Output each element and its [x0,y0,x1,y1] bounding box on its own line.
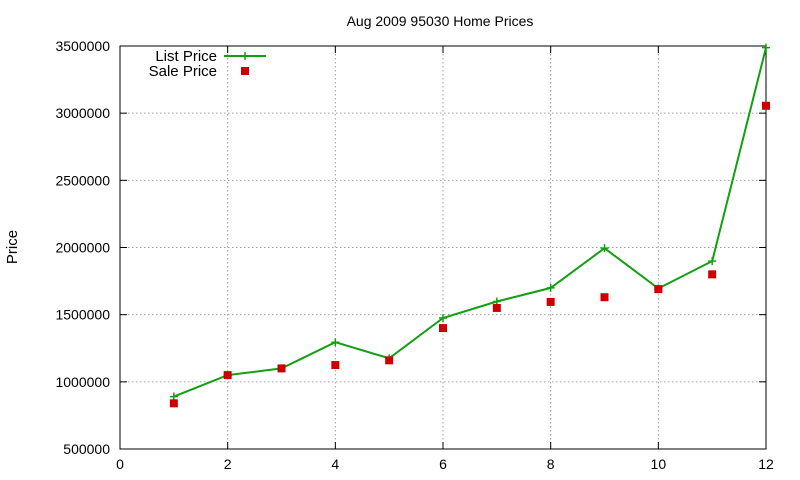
x-tick-label: 8 [547,456,555,472]
list-price-point [169,392,178,401]
list-price-point [331,338,340,347]
sale-price-point [169,399,178,408]
list-price-point [546,283,555,292]
sale-price-point [708,270,717,279]
x-tick-label: 12 [758,456,774,472]
x-tick-label: 2 [224,456,232,472]
sale-price-point [654,285,663,294]
grid [120,46,766,449]
plot-frame [119,45,767,450]
sale-price-point [439,324,447,333]
sale-price-point [223,371,232,380]
y-tick-label: 3000000 [55,105,110,121]
y-tick-label: 500000 [63,441,110,457]
legend-marker-list-price [241,52,249,60]
list-price-point [762,43,770,52]
y-tick-label: 1000000 [55,374,110,390]
sale-price-point [385,356,394,365]
legend-label-list-price: List Price [155,48,217,65]
x-tick-label: 4 [331,456,339,472]
sale-price-point [546,297,555,306]
series [169,43,770,408]
sale-price-point [277,364,286,373]
sale-price-point [762,101,770,110]
legend: List Price Sale Price [149,48,266,80]
sale-price-point [331,361,340,370]
x-tick-label: 6 [439,456,447,472]
legend-swatch-sale-price [241,67,249,75]
list-price-point [439,314,447,323]
x-tick-label: 10 [651,456,667,472]
y-tick-label: 3500000 [55,38,110,54]
list-price-point [600,244,609,253]
y-tick-label: 2000000 [55,240,110,256]
chart-title: Aug 2009 95030 Home Prices [347,13,534,29]
sale-price-point [600,293,609,302]
sale-price-point [492,303,501,312]
x-tick-label: 0 [116,456,124,472]
y-axis-label: Price [4,230,21,264]
legend-label-sale-price: Sale Price [149,63,217,80]
axis-ticks: 500000 1000000 1500000 2000000 2500000 300000… [55,38,774,472]
y-tick-label: 1500000 [55,307,110,323]
list-price-point [708,257,717,266]
series-line-list-price [173,47,767,398]
y-tick-label: 2500000 [55,172,110,188]
